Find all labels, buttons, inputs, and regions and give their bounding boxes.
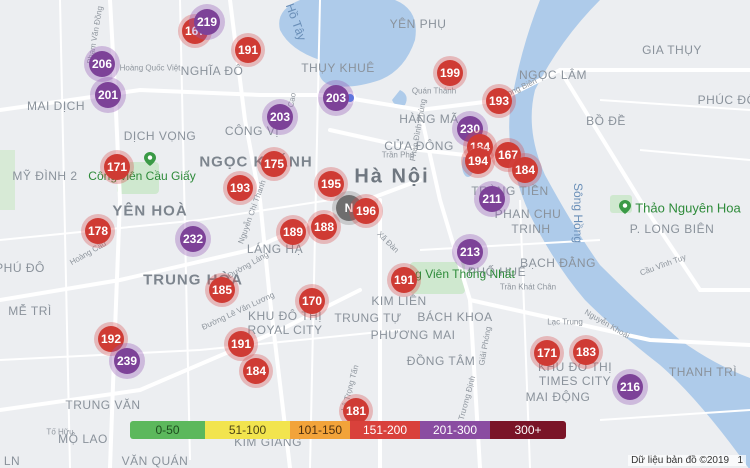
legend-unhealthy: 151-200	[350, 421, 420, 439]
label-pho-hue: PHỐ HUẾ	[467, 265, 527, 279]
label-ngoc-lam: NGỌC LÂM	[518, 68, 588, 82]
aqi-marker[interactable]: 189	[280, 219, 306, 245]
aqi-marker[interactable]: 171	[104, 154, 130, 180]
aqi-marker[interactable]: 175	[261, 151, 287, 177]
label-thuy-khue: THỤY KHUÊ	[301, 61, 375, 75]
road-lac-trung: Lạc Trung	[547, 317, 583, 327]
label-times-city-2: TIMES CITY	[538, 374, 612, 388]
aqi-marker[interactable]: 239	[114, 348, 140, 374]
poi-cong-vien-thong-nhat[interactable]: Công Viên Thống Nhất	[393, 267, 515, 281]
label-dong-tam: ĐỒNG TÂM	[406, 354, 476, 368]
aqi-marker[interactable]: 194	[465, 148, 491, 174]
red-river	[509, 0, 750, 468]
label-ha-noi: Hà Nội	[354, 165, 430, 188]
label-phuong-mai: PHƯƠNG MAI	[370, 328, 456, 342]
label-ln: LN	[3, 454, 21, 468]
aqi-marker[interactable]: 170	[299, 288, 325, 314]
label-gia-thuy: GIA THỤY	[642, 43, 702, 57]
label-thanh-tri: THANH TRÌ	[668, 365, 738, 379]
aqi-marker[interactable]: 184	[243, 358, 269, 384]
legend-good: 0-50	[130, 421, 205, 439]
legend-hazardous: 300+	[490, 421, 566, 439]
label-bo-de: BỒ ĐỀ	[586, 114, 626, 128]
aqi-marker[interactable]: 184	[512, 157, 538, 183]
aqi-marker[interactable]: 206	[89, 51, 115, 77]
label-royal-city-1: KHU ĐÔ THỊ	[247, 309, 323, 323]
aqi-marker[interactable]: 219	[194, 9, 220, 35]
label-mai-dich: MAI DỊCH	[27, 99, 85, 113]
aqi-marker[interactable]: 211	[479, 186, 505, 212]
label-lang-ha: LÁNG HẠ	[246, 242, 304, 256]
label-bach-khoa: BÁCH KHOA	[417, 310, 493, 324]
label-yen-hoa: YÊN HOÀ	[112, 202, 188, 220]
label-my-dinh: MỸ ĐÌNH 2	[12, 169, 78, 183]
park-pin-icon	[144, 152, 156, 166]
label-ngoc-khanh: NGỌC KHÁNH	[199, 153, 313, 171]
aqi-marker[interactable]: 199	[437, 60, 463, 86]
aqi-marker[interactable]: 195	[318, 171, 344, 197]
label-mo-lao: MỘ LAO	[58, 432, 108, 446]
aqi-marker[interactable]: 188	[311, 214, 337, 240]
label-cua-dong: CỬA ĐÔNG	[384, 139, 454, 153]
aqi-marker[interactable]: 191	[228, 331, 254, 357]
label-hang-ma: HÀNG MÃ	[399, 112, 459, 126]
west-lake	[279, 0, 416, 87]
legend-moderate: 51-100	[205, 421, 290, 439]
legend-unhealthy-sensitive: 101-150	[290, 421, 350, 439]
label-nghia-do: NGHĨA ĐÔ	[180, 64, 244, 78]
aqi-marker[interactable]: 201	[95, 82, 121, 108]
road-to-huu: Tố Hữu	[46, 427, 74, 437]
label-phu-do: PHÚ ĐÔ	[0, 261, 45, 275]
map-attribution[interactable]: Dữ liệu bản đồ ©2019 1	[628, 455, 746, 466]
label-kim-lien: KIM LIÊN	[371, 294, 427, 308]
label-song-hong: Sông Hồng	[571, 182, 585, 244]
label-mai-dong: MAI ĐỘNG	[525, 390, 591, 404]
aqi-marker[interactable]: 181	[343, 398, 369, 424]
road-tran-khat-chan: Trần Khát Chân	[499, 282, 557, 292]
aqi-marker[interactable]: 193	[486, 88, 512, 114]
aqi-marker[interactable]: 232	[180, 226, 206, 252]
label-cong-vi: CÔNG VỊ	[224, 124, 280, 138]
road-tran-phu: Trần Phú	[381, 150, 415, 160]
aqi-marker[interactable]: 191	[235, 37, 261, 63]
aqi-marker[interactable]: 196	[353, 198, 379, 224]
road-quan-thanh: Quán Thánh	[411, 86, 457, 96]
aqi-marker[interactable]: 203	[323, 85, 349, 111]
aqi-marker[interactable]: 185	[209, 277, 235, 303]
label-van-quan: VĂN QUÁN	[121, 454, 189, 468]
label-me-tri: MỄ TRÌ	[8, 304, 52, 318]
aqi-marker[interactable]: 193	[227, 175, 253, 201]
aqi-marker[interactable]: 178	[85, 218, 111, 244]
aqi-marker[interactable]: 203	[267, 104, 293, 130]
poi-thao-nguyen-hoa[interactable]: Thảo Nguyên Hoa	[635, 200, 741, 216]
label-times-city-1: KHU ĐÔ THỊ	[537, 360, 613, 374]
label-p-long-bien: P. LONG BIÊN	[629, 222, 715, 236]
label-dich-vong: DỊCH VỌNG	[123, 129, 197, 143]
road-hoang-quoc-viet: Hoàng Quốc Việt	[119, 63, 181, 73]
aqi-legend: 0-50 51-100 101-150 151-200 201-300 300+	[130, 421, 566, 439]
label-trung-van: TRUNG VĂN	[65, 398, 141, 412]
label-trung-tu: TRUNG TỰ	[334, 311, 402, 325]
label-royal-city-2: ROYAL CITY	[247, 323, 323, 337]
label-phan-chu-1: PHAN CHU	[494, 207, 562, 221]
label-bach-dang: BẠCH ĐẰNG	[520, 256, 596, 270]
aqi-marker[interactable]: 171	[534, 340, 560, 366]
legend-very-unhealthy: 201-300	[420, 421, 490, 439]
label-yen-phu: YÊN PHỤ	[389, 17, 447, 31]
label-phan-chu-2: TRINH	[511, 222, 551, 236]
aqi-marker[interactable]: 192	[98, 326, 124, 352]
aqi-marker[interactable]: 213	[457, 239, 483, 265]
park-pin-icon	[619, 200, 631, 214]
aqi-marker[interactable]: 183	[573, 339, 599, 365]
label-phuc-dong: PHÚC ĐÔ	[697, 93, 750, 107]
aqi-marker[interactable]: 216	[617, 374, 643, 400]
aqi-marker[interactable]: 191	[391, 267, 417, 293]
